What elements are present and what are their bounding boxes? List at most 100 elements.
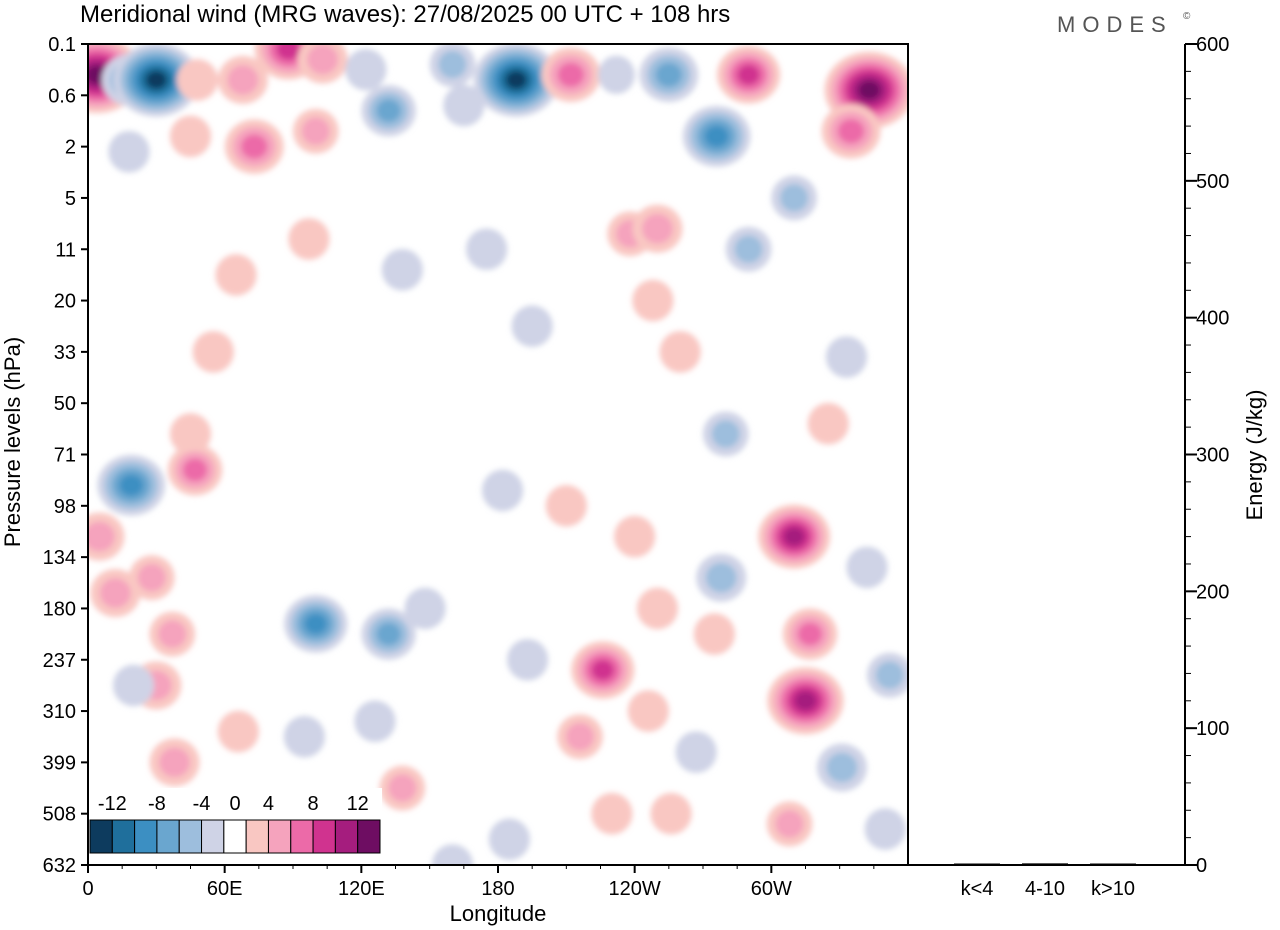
colorbar-label: 12 [347, 793, 369, 815]
heatmap-panel: -12 -8 -4 0 4 8 12 0 60E 120E 180 120W 60W 0.1 0.6 2 5… [43, 34, 909, 900]
wind-contour [345, 48, 387, 91]
wind-feature [217, 55, 268, 104]
wind-feature [379, 765, 426, 811]
wind-feature [431, 844, 474, 865]
wind-feature [169, 413, 212, 455]
y-tick-label: 632 [43, 855, 76, 877]
wind-contour [227, 65, 259, 95]
wind-contour [780, 184, 809, 212]
wind-contour [108, 130, 150, 173]
wind-feature [864, 808, 906, 850]
wind-contour [783, 527, 805, 546]
wind-contour [381, 248, 423, 291]
wind-contour [642, 213, 673, 244]
wind-feature [632, 279, 674, 322]
wind-feature [725, 226, 772, 272]
wind-contour [794, 691, 817, 711]
y-tick-label: 71 [54, 445, 76, 467]
wind-feature [361, 85, 416, 137]
wind-contour [591, 792, 633, 835]
wind-contour [307, 44, 339, 75]
y-tick-label: 134 [43, 547, 76, 569]
y-axis: 0.1 0.6 2 5 11 20 33 50 71 98 134 180 237 310 399 508 63… [43, 34, 88, 877]
colorbar-swatch [201, 819, 225, 854]
wind-feature [288, 218, 330, 260]
energy-bar [1090, 863, 1136, 865]
wind-contour [301, 117, 330, 146]
wind-feature [113, 44, 199, 117]
wind-contour [88, 521, 115, 552]
wind-feature [782, 608, 838, 660]
energy-tick-label: 0 [1196, 855, 1207, 877]
colorbar-swatch [89, 819, 113, 854]
wind-feature [473, 44, 559, 117]
wind-feature [825, 336, 868, 378]
wind-feature [541, 47, 601, 102]
wind-feature [682, 105, 751, 167]
energy-tick-label: 500 [1196, 171, 1229, 193]
wind-feature [176, 59, 218, 101]
wind-contour [566, 722, 594, 751]
wind-contour [557, 62, 584, 87]
colorbar-swatch [267, 819, 292, 854]
energy-bar [954, 863, 1000, 865]
x-tick-label: 60W [751, 878, 792, 900]
wind-contour [431, 844, 474, 865]
wind-feature [545, 485, 587, 527]
y-tick-label: 0.1 [48, 34, 76, 56]
wind-contour [146, 71, 167, 89]
wind-field [88, 44, 908, 865]
y-tick-label: 0.6 [48, 85, 76, 107]
modes-logo: MODES © [1057, 11, 1191, 37]
colorbar: -12 -8 -4 0 4 8 12 [88, 788, 382, 855]
x-tick-label: 0 [82, 878, 93, 900]
wind-feature [167, 444, 223, 496]
wind-feature [224, 119, 284, 174]
x-tick-label: 120E [338, 878, 385, 900]
colorbar-swatch [312, 819, 336, 854]
wind-contour [217, 710, 259, 753]
wind-feature [716, 45, 781, 104]
wind-feature [108, 130, 150, 173]
wind-feature [675, 731, 717, 773]
wind-feature [557, 714, 603, 760]
wind-contour [354, 700, 396, 743]
wind-contour [158, 620, 187, 648]
wind-feature [632, 204, 683, 253]
wind-feature [345, 48, 387, 91]
wind-contour [704, 125, 729, 147]
x-tick-label: 60E [207, 878, 243, 900]
wind-feature [659, 331, 701, 373]
wind-contour [304, 613, 327, 634]
wind-feature [639, 47, 699, 102]
wind-contour [215, 254, 257, 296]
wind-feature [767, 667, 844, 735]
wind-feature [488, 818, 530, 861]
y-tick-label: 5 [65, 188, 76, 210]
colorbar-swatch [334, 819, 359, 854]
energy-bars: k<4 4-10 k>10 [954, 863, 1136, 900]
wind-feature [511, 305, 553, 348]
wind-contour [443, 84, 485, 127]
wind-feature [292, 108, 339, 154]
x-tick-label: 120W [609, 878, 661, 900]
wind-feature [758, 504, 831, 569]
wind-blobs [88, 44, 908, 865]
wind-feature [192, 331, 234, 373]
wind-contour [734, 235, 763, 264]
energy-panel: k<4 4-10 k>10 0 100 200 300 400 500 600 [907, 34, 1229, 900]
y-tick-label: 399 [43, 752, 76, 774]
wind-contour [481, 469, 524, 512]
energy-category-label: k>10 [1091, 878, 1135, 900]
wind-contour [614, 515, 656, 558]
y-tick-label: 310 [43, 701, 76, 723]
wind-feature [88, 512, 125, 561]
wind-feature [702, 411, 749, 457]
wind-contour [376, 622, 401, 646]
wind-feature [650, 792, 692, 835]
wind-feature [816, 743, 867, 792]
colorbar-label: -8 [148, 793, 166, 815]
wind-feature [821, 104, 881, 159]
wind-contour [99, 578, 131, 608]
